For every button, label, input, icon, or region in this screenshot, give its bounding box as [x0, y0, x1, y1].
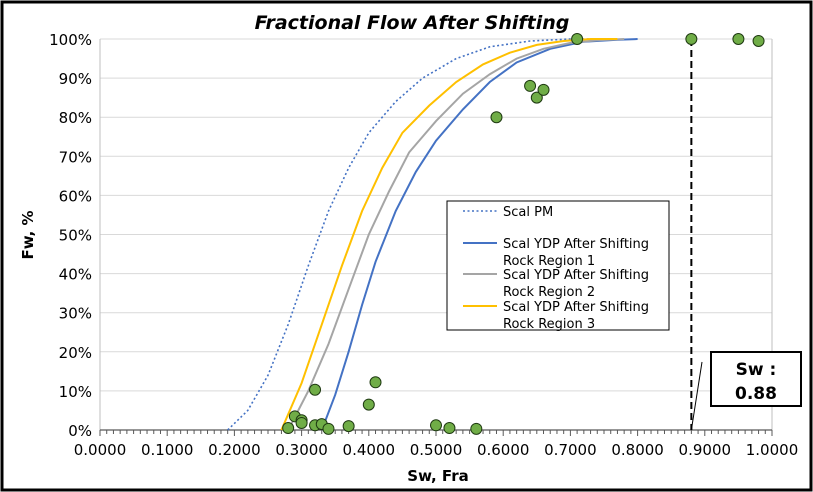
sw-annotation-label: Sw :	[736, 360, 777, 380]
data-point	[685, 33, 698, 45]
data-point	[430, 419, 442, 432]
data-point	[295, 416, 308, 429]
series-line-2	[287, 38, 625, 431]
data-point	[282, 422, 295, 435]
x-tick-label: 0.1000	[141, 441, 194, 459]
y-tick-label: 10%	[59, 383, 92, 401]
data-point	[362, 398, 375, 411]
sw-annotation-box	[710, 351, 802, 407]
legend-box	[446, 200, 670, 331]
series-lines	[227, 38, 638, 431]
data-point	[490, 111, 503, 124]
x-tick-label: 0.0000	[74, 441, 127, 459]
data-point	[443, 422, 456, 435]
x-axis-title: Sw, Fra	[407, 467, 468, 485]
sw-annotation: Sw : 0.88	[710, 351, 802, 407]
sw-annotation-value: 0.88	[735, 384, 777, 404]
chart-title: Fractional Flow After Shifting	[255, 12, 570, 34]
legend: Scal PM Scal YDP After Shifting Rock Regio…	[446, 200, 670, 332]
y-tick-label: 100%	[49, 31, 92, 49]
x-tick-label: 0.6000	[477, 441, 530, 459]
x-tick-label: 0.9000	[679, 441, 732, 459]
x-tick-label: 0.4000	[343, 441, 396, 459]
data-point	[322, 422, 335, 435]
data-point	[732, 33, 745, 45]
data-point	[470, 422, 483, 435]
y-tick-label: 20%	[59, 344, 92, 362]
data-point	[342, 420, 355, 433]
data-point	[309, 383, 322, 396]
legend-label-3: Scal YDP After Shifting Rock Region 3	[503, 300, 649, 332]
annotation-leader-line	[690, 361, 703, 431]
y-tick-label: 70%	[59, 148, 92, 166]
y-tick-label: 60%	[59, 187, 92, 205]
y-tick-label: 50%	[59, 227, 92, 245]
x-tick-label: 0.3000	[275, 441, 328, 459]
x-tick-label: 1.0000	[746, 441, 799, 459]
y-axis-title: Fw, %	[19, 210, 37, 259]
x-tick-label: 0.2000	[208, 441, 261, 459]
scatter-points	[282, 33, 765, 435]
x-tick-label: 0.8000	[611, 441, 664, 459]
x-tick-label: 0.5000	[410, 441, 463, 459]
axis-ticks: 0% 10% 20% 30% 40% 50% 60% 70% 80% 90% 100% 0.0000 0…	[49, 31, 798, 459]
y-tick-label: 0%	[68, 422, 92, 440]
legend-label-1: Scal YDP After Shifting Rock Region 1	[503, 237, 649, 269]
data-point	[537, 83, 550, 96]
y-tick-label: 30%	[59, 305, 92, 323]
data-point	[524, 79, 537, 92]
vertical-marker	[690, 39, 703, 431]
series-line-0	[227, 38, 618, 431]
series-line-3	[280, 38, 618, 431]
y-tick-label: 80%	[59, 109, 92, 127]
legend-label-2: Scal YDP After Shifting Rock Region 2	[503, 268, 649, 300]
data-point	[752, 34, 765, 47]
x-tick-label: 0.7000	[544, 441, 597, 459]
data-point	[571, 33, 584, 45]
y-tick-label: 90%	[59, 70, 92, 88]
data-point	[369, 376, 382, 389]
series-line-1	[320, 38, 638, 431]
y-tick-label: 40%	[59, 266, 92, 284]
legend-label-0: Scal PM	[503, 205, 553, 220]
data-point	[530, 91, 543, 104]
